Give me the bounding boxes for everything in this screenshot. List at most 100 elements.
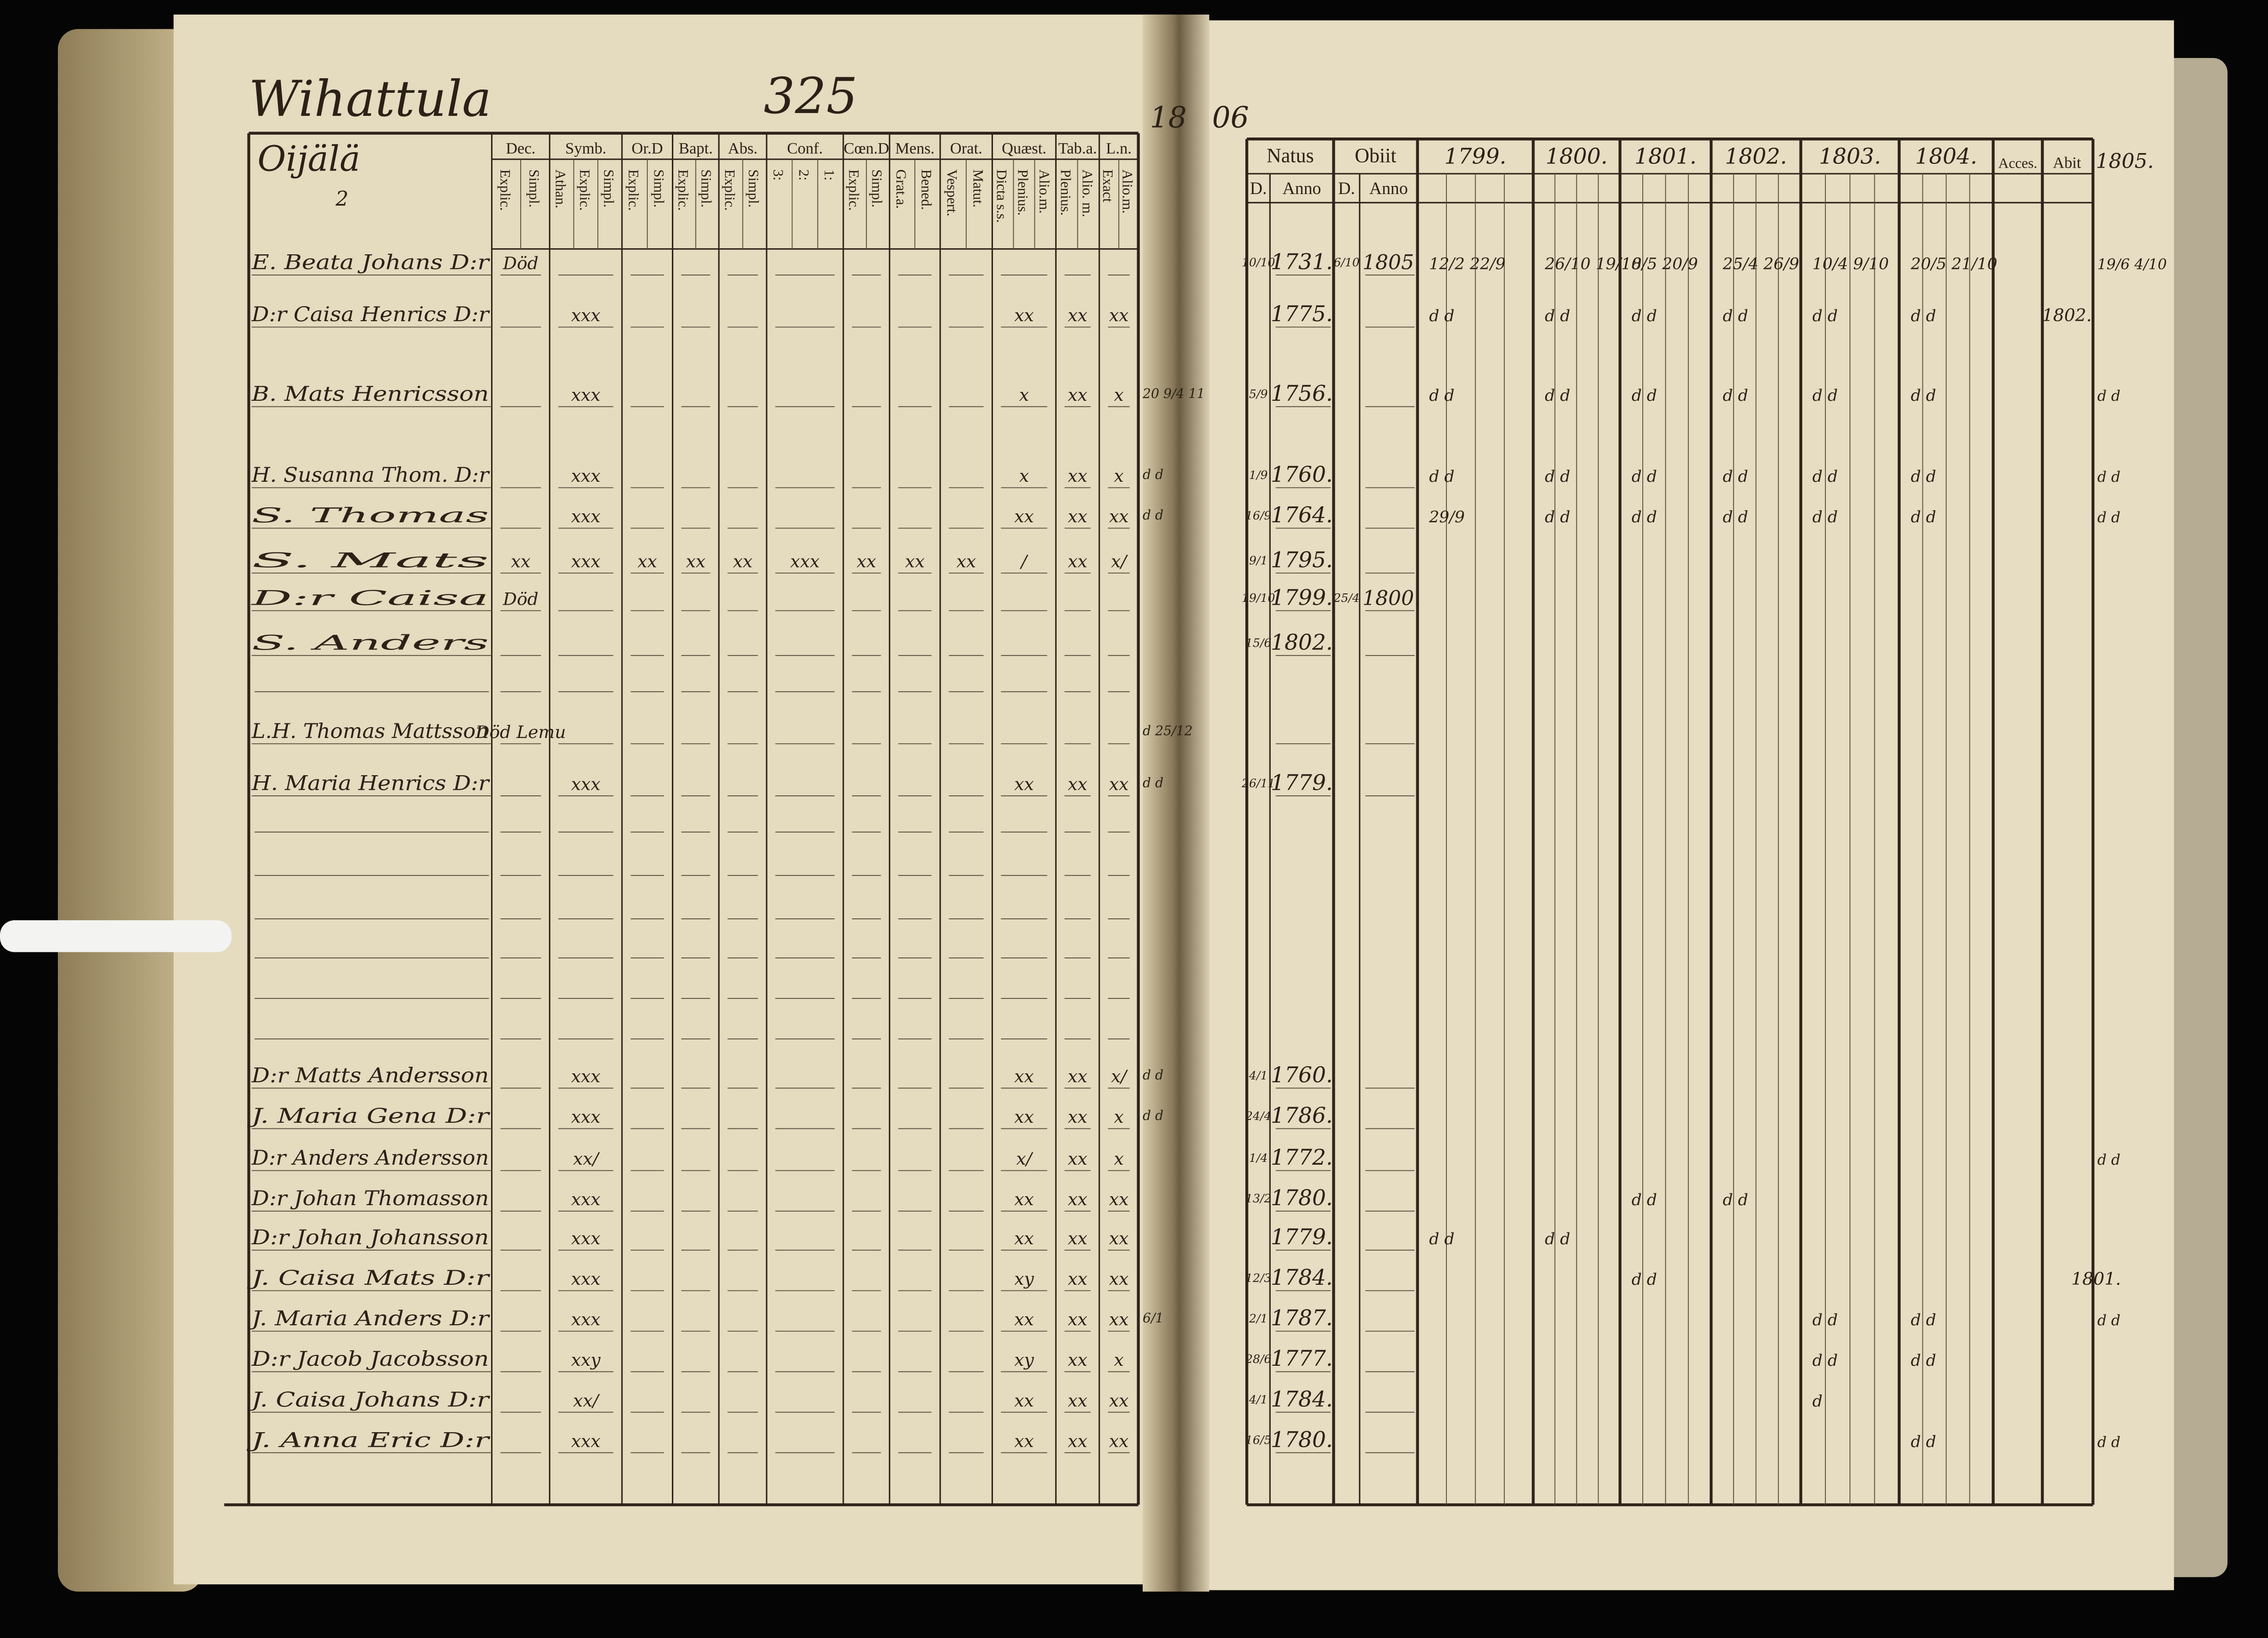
entry-mark: xx [1014, 305, 1034, 325]
column-subtitle: Simpl. [526, 170, 542, 208]
entry-mark: xx [1109, 1309, 1129, 1330]
birth-year: 1780. [1271, 1427, 1333, 1452]
entry-mark: xx [1068, 1107, 1088, 1127]
column-subtitle: Simpl. [651, 170, 667, 208]
communion-mark: d d [1911, 1432, 1936, 1451]
abit-title: Abit [2053, 154, 2082, 172]
birth-year: 1802. [1271, 630, 1333, 655]
birth-day: 16/5 [1245, 1433, 1271, 1447]
entry-mark: xxx [571, 385, 601, 405]
birth-year: 1772. [1271, 1144, 1333, 1170]
column-subtitle: Simpl. [601, 170, 617, 208]
entry-mark: xxx [571, 1431, 601, 1451]
column-title: Dec. [506, 140, 536, 157]
birth-day: 19/10 [1242, 591, 1275, 605]
communion-mark: d d [1545, 467, 1570, 486]
column-subtitle: Bened. [919, 170, 935, 210]
death-year: 1805. [1363, 251, 1421, 275]
entry-mark: xxx [571, 466, 601, 486]
entry-mark: xy [1014, 1350, 1034, 1370]
entry-mark: x/ [1016, 1149, 1033, 1169]
entry-mark: xx [1109, 1390, 1129, 1411]
ink-layer: Wihattula 325 18 06 Oijälä 2 Dec. Explic. Simpl.… [224, 67, 2167, 1507]
column-subtitle: Dicta s.s. [994, 170, 1010, 223]
entry-name: E. Beata Johans D:r [251, 251, 490, 275]
spine [1142, 14, 1210, 1592]
entry-mark: xx [1068, 466, 1088, 486]
column-title: Or.D [631, 140, 663, 157]
entry-mark: x [1114, 385, 1124, 405]
birth-day: 9/1 [1249, 553, 1268, 567]
birth-day: 1/4 [1249, 1151, 1268, 1165]
entry-mark: xx [956, 551, 976, 571]
entry-mark: xx [1068, 506, 1088, 527]
column-title: Quæst. [1002, 140, 1047, 157]
margin-note: d 25/12 [1143, 723, 1193, 738]
entry-mark: xx [686, 551, 706, 571]
side-note: 19/6 4/10 [2097, 256, 2167, 273]
communion-mark: d d [1429, 386, 1454, 405]
birth-year: 1775. [1271, 301, 1333, 326]
communion-mark: d d [1812, 1351, 1838, 1370]
birth-day: 26/11 [1241, 776, 1275, 790]
entry-name: H. Maria Henrics D:r [251, 772, 490, 795]
entry-mark: xx [1068, 1309, 1088, 1330]
communion-mark: d d [1911, 307, 1936, 325]
birth-day: 16/9 [1245, 509, 1271, 522]
year-column-title: 1803. [1819, 143, 1881, 169]
communion-mark: d d [1545, 386, 1570, 405]
column-subtitle: Explic. [626, 170, 642, 211]
margin-note: d d [1143, 467, 1163, 482]
communion-mark: d d [1812, 508, 1838, 526]
acces-entry: 1801. [2071, 1269, 2121, 1289]
entry-mark: xx [1014, 1228, 1034, 1249]
birth-day: 10/10 [1242, 255, 1275, 269]
communion-mark: d d [1631, 1191, 1657, 1209]
entry-mark: xx [1109, 305, 1129, 325]
entry-mark: xx [638, 551, 657, 571]
entry-mark: xx [1068, 385, 1088, 405]
communion-mark: d d [1911, 1351, 1936, 1370]
column-subtitle: Alio.m. [1036, 170, 1052, 214]
birth-year: 1779. [1271, 770, 1333, 795]
margin-note: 6/1 [1143, 1310, 1163, 1326]
entry-name: J. Caisa Mats D:r [247, 1266, 491, 1290]
column-subtitle: 1: [822, 170, 838, 181]
birth-year: 1760. [1271, 462, 1333, 487]
birth-day: 12/3 [1245, 1271, 1271, 1285]
column-subtitle: Explic. [846, 170, 862, 211]
communion-mark: d d [1911, 386, 1936, 405]
communion-mark: d d [1429, 467, 1454, 486]
entry-mark: x [1019, 385, 1029, 405]
birth-year: 1731. [1271, 249, 1333, 275]
entry-mark: xxx [571, 506, 601, 527]
communion-mark: 29/9 [1429, 508, 1465, 526]
communion-mark: 10/4 9/10 [1812, 255, 1889, 273]
entry-mark: x [1114, 1149, 1124, 1169]
page-number: 325 [764, 67, 857, 125]
column-title: Conf. [787, 140, 823, 157]
entry-mark: xx [1014, 1107, 1034, 1127]
entry-mark: Död Lemu [475, 722, 566, 742]
communion-mark: d d [1723, 508, 1748, 526]
entry-mark: xx [1109, 1431, 1129, 1451]
communion-mark: d d [1723, 467, 1748, 486]
column-subtitle: Plenius. [1015, 170, 1031, 216]
birth-year: 1786. [1271, 1103, 1333, 1128]
communion-mark: d d [1812, 467, 1838, 486]
birth-day: 2/1 [1249, 1312, 1268, 1325]
column-subtitle: Matut. [970, 170, 986, 208]
birth-year: 1764. [1271, 502, 1333, 527]
entry-mark: xx [1068, 1431, 1088, 1451]
birth-year: 1784. [1271, 1265, 1333, 1290]
entry-mark: xx [733, 551, 753, 571]
birth-year: 1799. [1271, 584, 1333, 610]
entry-mark: xxx [571, 774, 601, 795]
birth-day: 4/1 [1249, 1393, 1268, 1406]
birth-day: 5/9 [1249, 387, 1268, 401]
column-title: Mens. [895, 140, 935, 157]
death-day: 6/10 [1334, 255, 1360, 269]
column-subtitle: Simpl. [698, 170, 714, 208]
entry-mark: xxx [571, 1066, 601, 1087]
